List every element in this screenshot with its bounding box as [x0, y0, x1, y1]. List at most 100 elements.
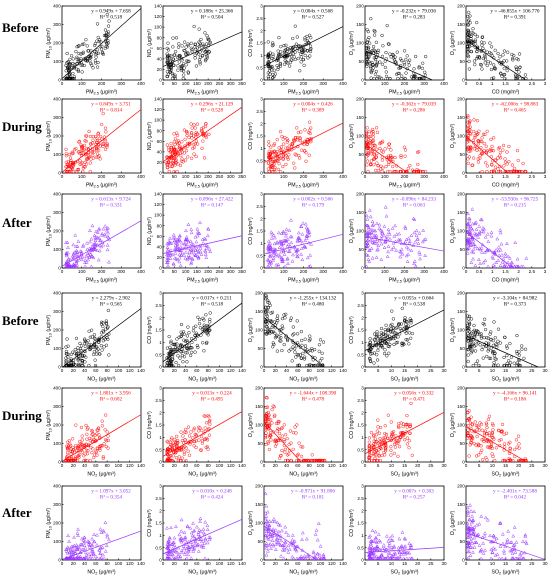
data-point — [389, 148, 393, 152]
data-point — [370, 223, 375, 227]
data-point — [68, 57, 72, 61]
data-point — [280, 348, 284, 353]
x-tick-label: 80 — [206, 368, 212, 373]
data-point — [180, 140, 184, 144]
y-tick-label: 1 — [159, 435, 162, 440]
y-tick-label: 50 — [460, 346, 466, 351]
x-tick-label: 140 — [339, 463, 347, 468]
data-point — [167, 169, 171, 174]
data-point — [295, 458, 299, 463]
data-point — [191, 521, 195, 525]
data-point — [101, 528, 106, 533]
data-point — [498, 156, 503, 160]
data-point — [77, 140, 81, 144]
data-point — [91, 255, 96, 260]
data-point — [501, 256, 506, 261]
x-tick-label: 3 — [544, 269, 547, 274]
data-point — [307, 230, 312, 234]
x-tick-label: 200 — [204, 81, 212, 86]
data-point — [167, 351, 172, 355]
data-point — [180, 157, 184, 161]
data-point — [176, 440, 180, 445]
data-point — [372, 239, 377, 244]
y-tick-label: 0 — [58, 460, 61, 465]
data-point — [466, 47, 470, 52]
data-point — [421, 228, 426, 232]
regression-line — [162, 411, 243, 457]
data-point — [93, 358, 97, 362]
data-point — [292, 332, 296, 336]
data-point — [204, 135, 208, 140]
data-point — [383, 147, 387, 151]
x-tick-label: 0.5 — [476, 269, 483, 274]
y-axis-label: O3 (μg/m³) — [248, 413, 254, 438]
data-point — [179, 430, 183, 434]
regression-line — [364, 412, 445, 455]
data-point — [282, 49, 287, 53]
y-tick-label: 2.5 — [155, 496, 162, 501]
x-axis-label: PM2.5 (μg/m³) — [86, 183, 118, 189]
data-point — [369, 246, 374, 250]
data-point — [486, 59, 490, 64]
data-point — [184, 244, 189, 248]
data-point — [192, 444, 196, 448]
data-point — [165, 363, 169, 368]
data-point — [201, 139, 205, 143]
data-point — [92, 247, 96, 251]
data-point — [471, 27, 475, 31]
data-point — [272, 247, 276, 251]
data-point — [165, 245, 170, 249]
data-point — [495, 343, 499, 347]
regression-line — [263, 233, 344, 255]
data-point — [389, 448, 393, 453]
data-point — [286, 237, 290, 241]
data-point — [484, 161, 488, 165]
data-point — [507, 144, 511, 149]
y-tick-label: 2.5 — [155, 398, 162, 403]
data-point — [177, 42, 181, 46]
x-axis-label: PM2.5 (μg/m³) — [288, 278, 320, 284]
data-point — [302, 244, 307, 248]
data-point — [485, 169, 489, 174]
data-point — [264, 395, 268, 400]
data-point — [299, 52, 303, 57]
data-point — [105, 335, 109, 340]
data-point — [68, 444, 73, 448]
data-point — [195, 226, 200, 231]
data-point — [471, 341, 475, 345]
data-point — [187, 343, 191, 347]
x-tick-label: 120 — [126, 561, 134, 566]
data-point — [388, 342, 392, 347]
data-point — [104, 319, 108, 323]
data-point — [175, 241, 179, 245]
y-tick-label: 0 — [260, 171, 263, 176]
data-point — [64, 253, 69, 258]
x-tick-label: 2.5 — [529, 269, 536, 274]
data-point — [285, 140, 289, 144]
data-point — [507, 256, 512, 260]
regression-line — [364, 143, 409, 174]
data-point — [183, 537, 187, 541]
x-tick-label: 20 — [71, 368, 77, 373]
data-point — [65, 444, 69, 448]
data-point — [372, 56, 376, 60]
data-point — [207, 328, 212, 332]
data-point — [167, 535, 172, 539]
data-point — [371, 138, 376, 143]
data-point — [93, 42, 98, 46]
data-point — [83, 151, 87, 156]
data-point — [208, 320, 212, 324]
data-point — [94, 55, 98, 59]
data-point — [516, 264, 521, 268]
data-point — [518, 458, 523, 463]
data-point — [392, 451, 396, 456]
data-point — [468, 14, 472, 18]
data-point — [91, 66, 95, 70]
x-tick-label: 100 — [381, 269, 389, 274]
data-point — [268, 264, 273, 268]
data-point — [71, 255, 76, 259]
x-tick-label: 300 — [420, 269, 428, 274]
data-point — [67, 73, 71, 77]
r-squared-label: R² = 0.283 — [403, 15, 426, 21]
data-point — [482, 323, 486, 327]
